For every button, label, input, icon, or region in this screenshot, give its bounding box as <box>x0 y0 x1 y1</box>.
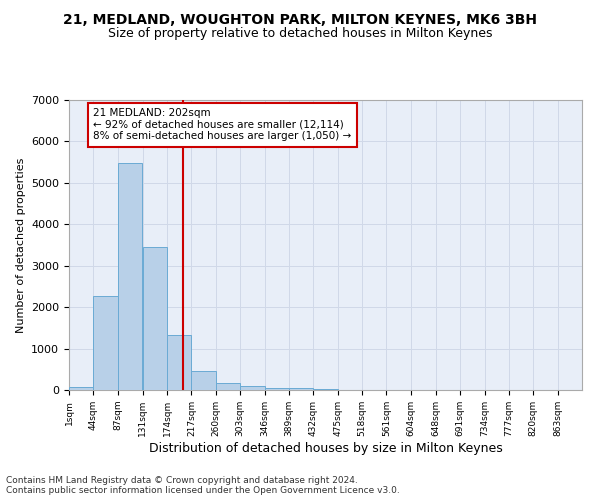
Bar <box>191 371 216 390</box>
Text: Size of property relative to detached houses in Milton Keynes: Size of property relative to detached ho… <box>108 28 492 40</box>
Bar <box>94 296 118 390</box>
Bar <box>289 388 313 390</box>
Bar <box>265 388 289 390</box>
Bar <box>240 386 265 390</box>
Text: 21 MEDLAND: 202sqm
← 92% of detached houses are smaller (12,114)
8% of semi-deta: 21 MEDLAND: 202sqm ← 92% of detached hou… <box>94 108 352 142</box>
Text: Contains HM Land Registry data © Crown copyright and database right 2024.
Contai: Contains HM Land Registry data © Crown c… <box>6 476 400 495</box>
Bar <box>118 164 142 390</box>
Bar <box>216 384 240 390</box>
Bar <box>167 336 191 390</box>
Y-axis label: Number of detached properties: Number of detached properties <box>16 158 26 332</box>
Bar <box>143 248 167 390</box>
X-axis label: Distribution of detached houses by size in Milton Keynes: Distribution of detached houses by size … <box>149 442 502 454</box>
Bar <box>69 387 94 390</box>
Text: 21, MEDLAND, WOUGHTON PARK, MILTON KEYNES, MK6 3BH: 21, MEDLAND, WOUGHTON PARK, MILTON KEYNE… <box>63 12 537 26</box>
